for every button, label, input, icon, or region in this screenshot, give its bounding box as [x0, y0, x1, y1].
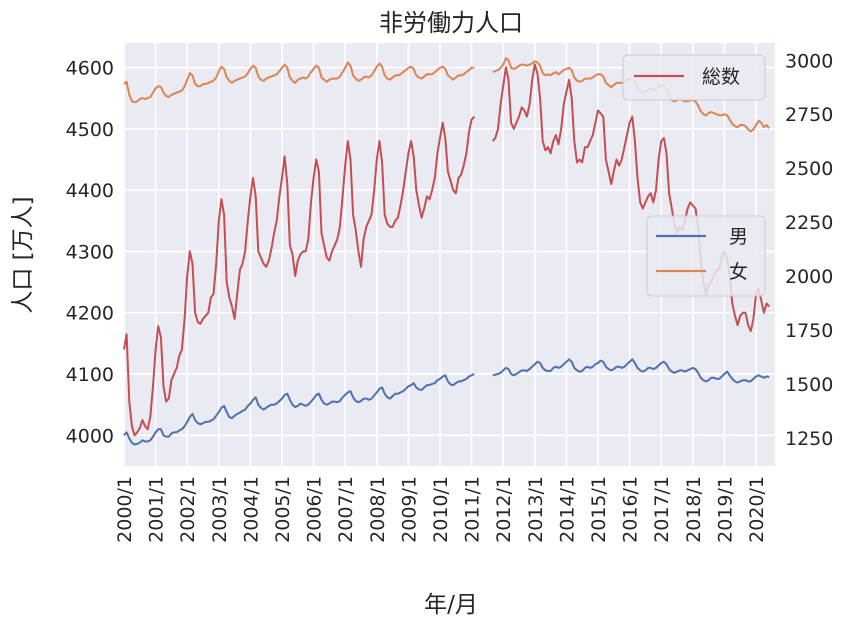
y-tick-label: 4100 [66, 364, 114, 386]
x-tick-label: 2011/1 [462, 476, 484, 543]
legend-label: 女 [729, 261, 748, 283]
x-tick-label: 2013/1 [525, 476, 547, 543]
x-tick-label: 2001/1 [146, 476, 168, 543]
x-tick-label: 2005/1 [272, 476, 294, 543]
legend-label: 男 [729, 226, 748, 248]
y2-tick-label: 2250 [785, 212, 833, 234]
right-y-axis-ticks: 1250 1500 1750 2000 2250 2500 2750 3000 [785, 50, 833, 450]
x-axis-ticks: 2000/1 2001/1 2002/1 2003/1 2004/1 2005/1 2006… [114, 476, 768, 543]
y2-tick-label: 2000 [785, 266, 833, 288]
y-tick-label: 4300 [66, 241, 114, 263]
x-tick-label: 2014/1 [556, 476, 578, 543]
chart-title: 非労働力人口 [379, 9, 523, 37]
x-tick-label: 2017/1 [651, 476, 673, 543]
x-tick-label: 2000/1 [114, 476, 136, 543]
y-tick-label: 4500 [66, 119, 114, 141]
grid-lines [123, 43, 775, 466]
x-tick-label: 2019/1 [714, 476, 736, 543]
y2-tick-label: 3000 [785, 50, 833, 72]
y-tick-label: 4400 [66, 180, 114, 202]
y2-tick-label: 1250 [785, 428, 833, 450]
x-tick-label: 2012/1 [493, 476, 515, 543]
series-line-male [123, 358, 770, 446]
y-axis-label: 人口 [万人] [10, 196, 36, 313]
y-tick-label: 4200 [66, 303, 114, 325]
legend-box [622, 54, 766, 101]
legend-male-female: 男女 [646, 215, 766, 297]
legend-total: 総数 [622, 54, 766, 101]
x-tick-label: 2006/1 [304, 476, 326, 543]
left-y-axis-ticks: 4000 4100 4200 4300 4400 4500 4600 [66, 58, 114, 448]
x-tick-label: 2008/1 [367, 476, 389, 543]
y-tick-label: 4000 [66, 425, 114, 447]
x-axis-label: 年/月 [424, 592, 478, 618]
x-tick-label: 2015/1 [588, 476, 610, 543]
y2-tick-label: 2750 [785, 104, 833, 126]
x-tick-label: 2020/1 [746, 476, 768, 543]
x-tick-label: 2007/1 [335, 476, 357, 543]
x-tick-label: 2009/1 [398, 476, 420, 543]
x-tick-label: 2010/1 [430, 476, 452, 543]
y2-tick-label: 2500 [785, 158, 833, 180]
legend-label: 総数 [702, 66, 740, 88]
y-tick-label: 4600 [66, 58, 114, 80]
x-tick-label: 2003/1 [209, 476, 231, 543]
y2-tick-label: 1750 [785, 320, 833, 342]
x-tick-label: 2018/1 [683, 476, 705, 543]
x-tick-label: 2002/1 [177, 476, 199, 543]
x-tick-label: 2004/1 [240, 476, 262, 543]
x-tick-label: 2016/1 [620, 476, 642, 543]
y2-tick-label: 1500 [785, 374, 833, 396]
